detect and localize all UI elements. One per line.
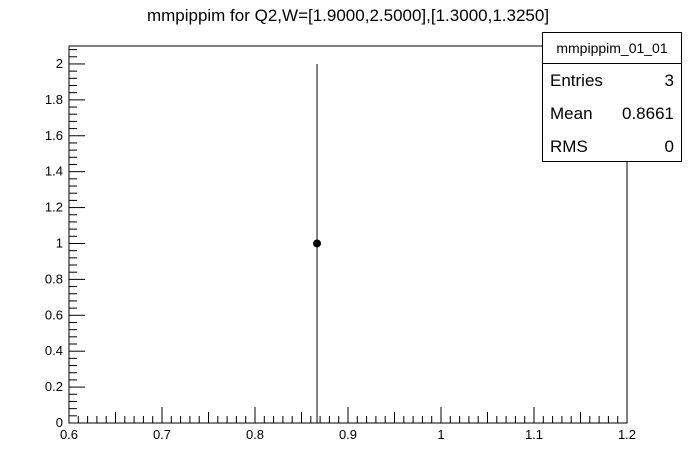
y-axis: 0 0.2 0.4 0.6 0.8 1 1.2 1.4 1.6 1.8 2 <box>45 49 85 430</box>
stats-row-entries: Entries 3 <box>543 64 681 97</box>
y-tick-label: 1.4 <box>45 164 63 179</box>
y-tick-label: 0.4 <box>45 343 63 358</box>
y-tick-label: 1.8 <box>45 92 63 107</box>
stats-value: 3 <box>664 70 674 90</box>
y-tick-label: 1.2 <box>45 200 63 215</box>
x-tick-label: 0.6 <box>60 427 78 442</box>
data-points <box>313 63 322 423</box>
stats-histogram-name: mmpippim_01_01 <box>543 33 681 64</box>
x-tick-label: 1.2 <box>618 427 636 442</box>
stats-label: Entries <box>550 70 603 90</box>
x-tick-label: 1 <box>437 427 444 442</box>
y-tick-label: 2 <box>56 56 63 71</box>
y-tick-label: 0 <box>56 415 63 430</box>
stats-box: mmpippim_01_01 Entries 3 Mean 0.8661 RMS… <box>542 32 682 162</box>
x-tick-label: 0.7 <box>153 427 171 442</box>
stats-row-rms: RMS 0 <box>543 130 681 163</box>
stats-label: RMS <box>550 136 588 156</box>
y-tick-label: 1 <box>56 235 63 250</box>
x-tick-label: 0.8 <box>246 427 264 442</box>
x-tick-label: 0.9 <box>339 427 357 442</box>
stats-value: 0.8661 <box>622 103 674 123</box>
y-tick-label: 0.6 <box>45 307 63 322</box>
x-tick-label: 1.1 <box>525 427 543 442</box>
y-tick-label: 0.2 <box>45 379 63 394</box>
x-axis: 0.6 0.7 0.8 0.9 1 1.1 1.2 <box>60 407 636 442</box>
y-tick-label: 0.8 <box>45 271 63 286</box>
y-tick-label: 1.6 <box>45 128 63 143</box>
stats-label: Mean <box>550 103 593 123</box>
stats-value: 0 <box>664 136 674 156</box>
chart-title: mmpippim for Q2,W=[1.9000,2.5000],[1.300… <box>147 6 549 25</box>
data-point <box>313 239 322 248</box>
stats-row-mean: Mean 0.8661 <box>543 97 681 130</box>
